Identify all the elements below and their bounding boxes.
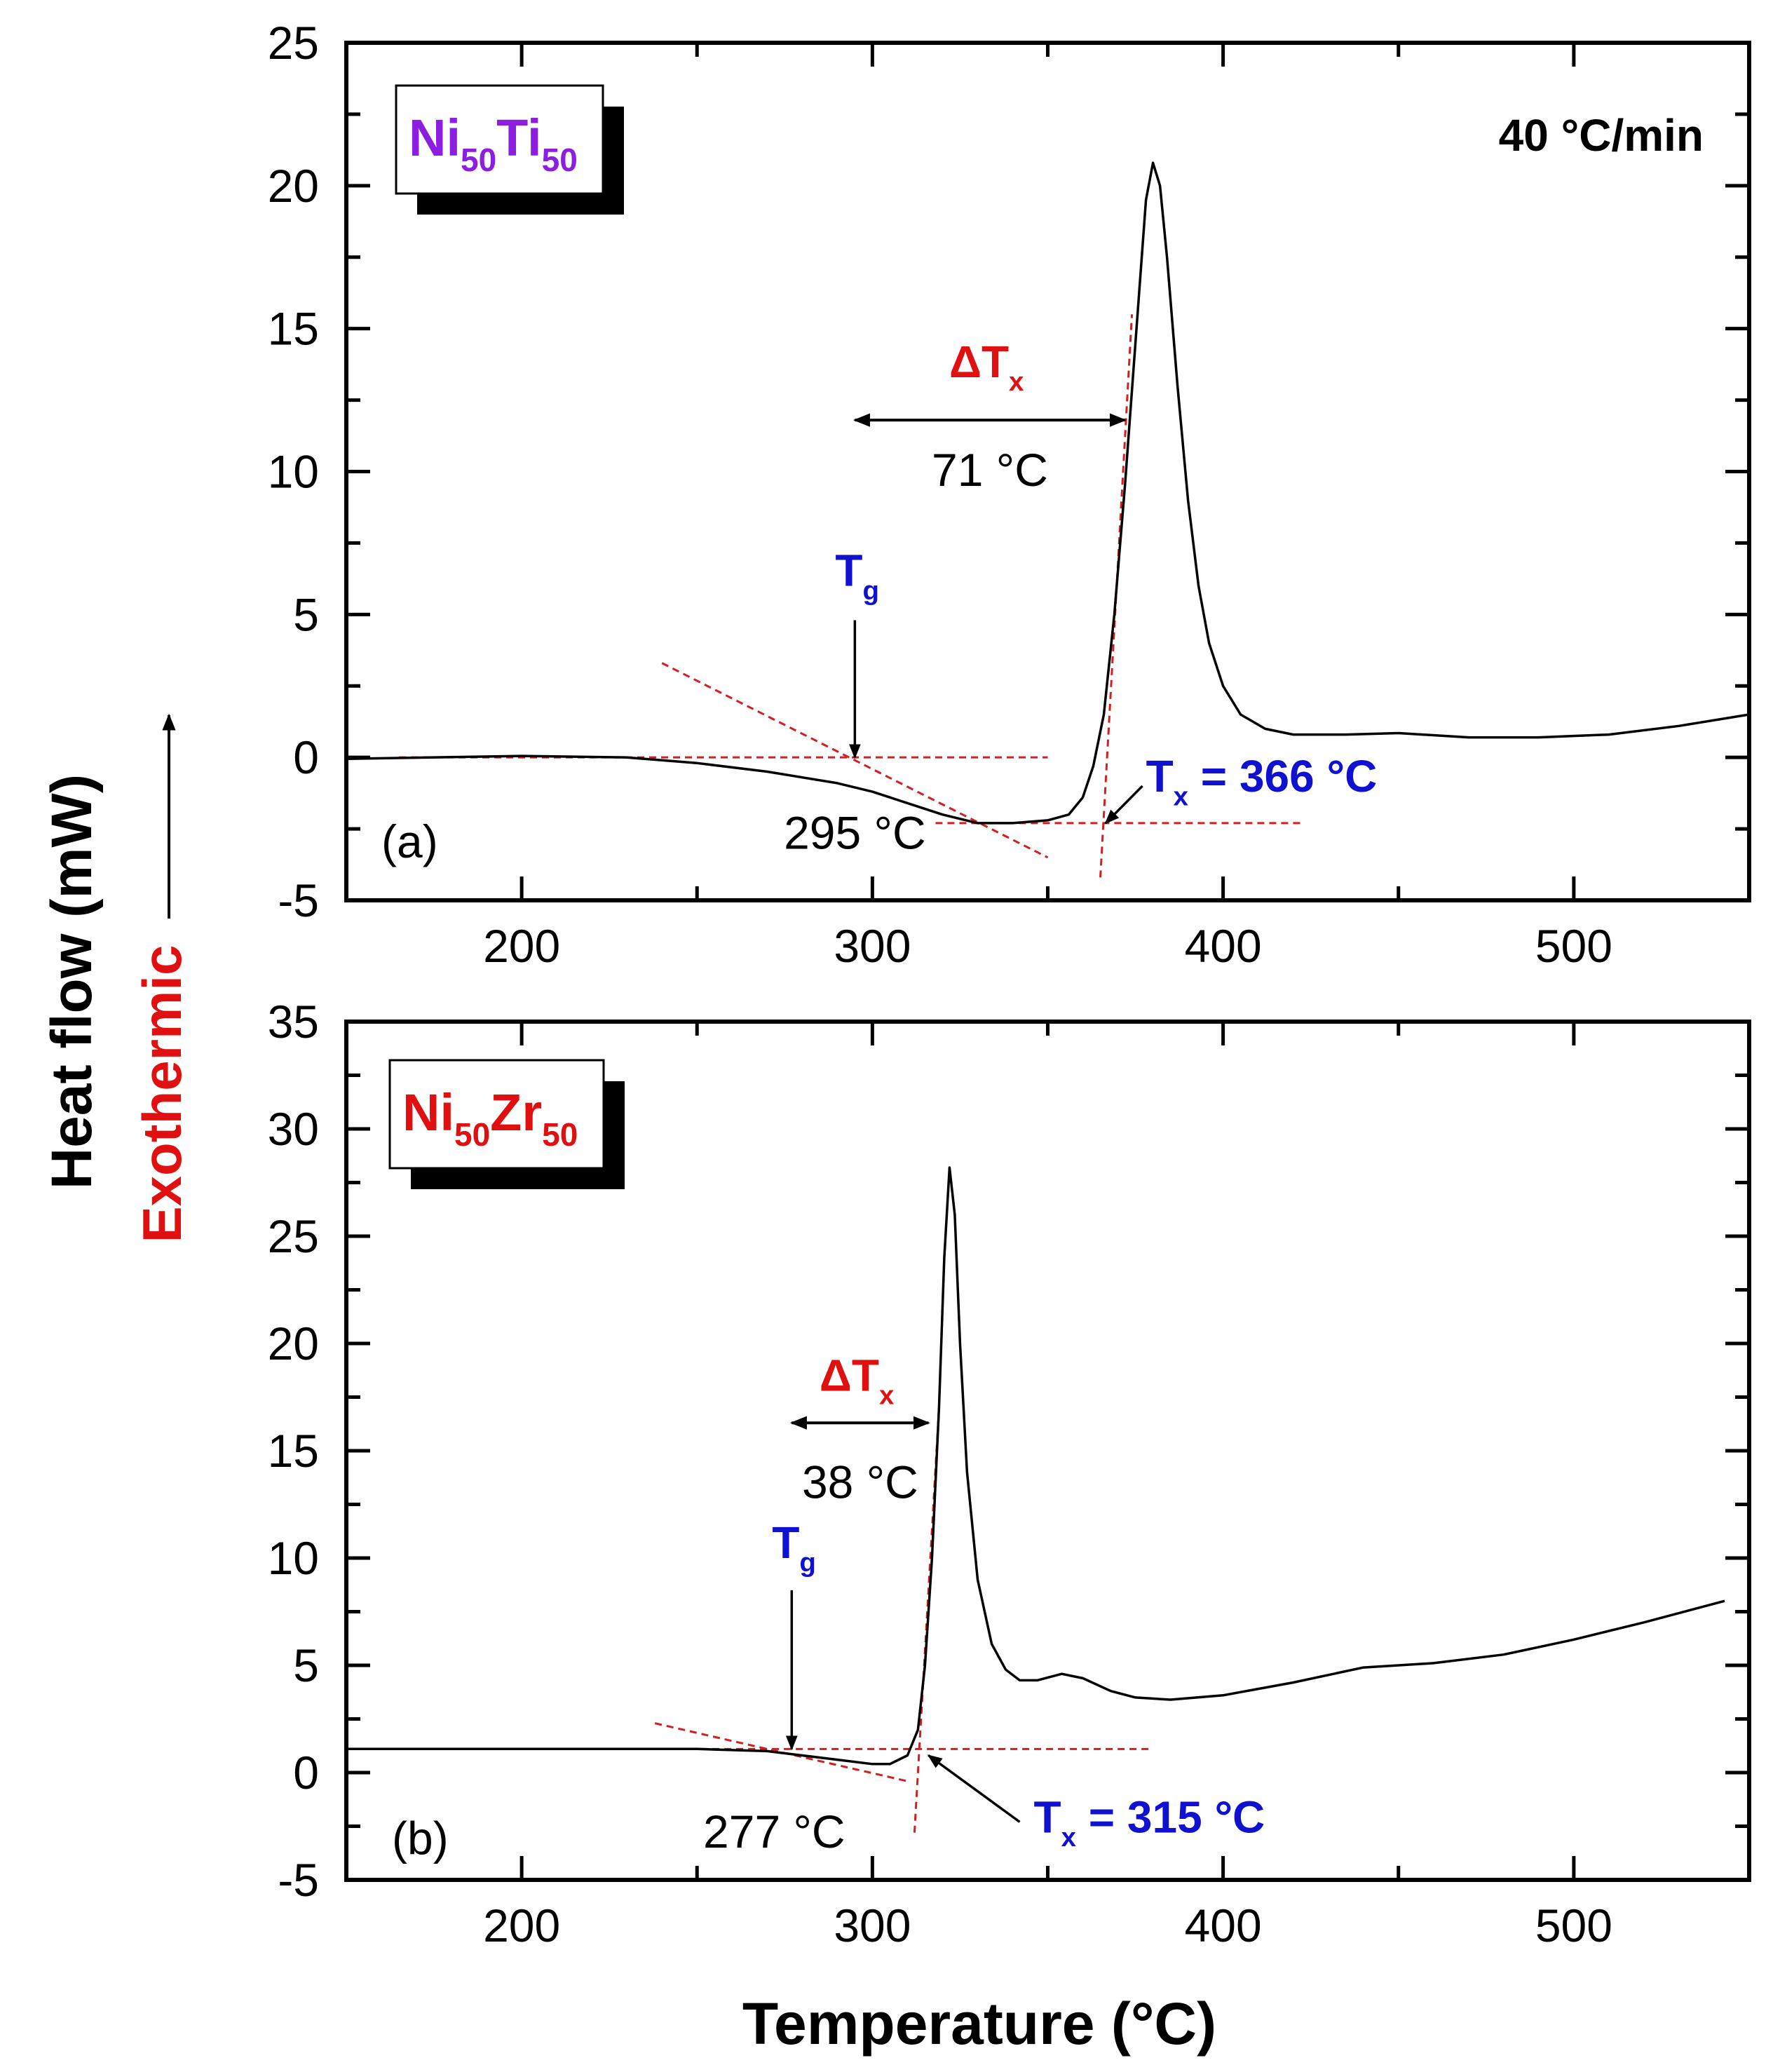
tx-label-value: = 315 °C [1076,1792,1265,1843]
tg-label-sub: g [862,576,878,606]
tx-label-main: T [1033,1792,1061,1843]
x-tick-label: 200 [483,920,560,972]
tx-label-sub: x [1061,1822,1077,1853]
y-tick-label: 0 [293,731,319,783]
tg-label-main: T [835,546,862,596]
tg-value: 295 °C [784,807,926,859]
sample-formula: Ni50Ti50 [409,109,578,178]
formula-element: Ti [496,109,541,167]
dsc-curve [346,1166,1725,1766]
x-axis-title: Temperature (°C) [742,1991,1216,2057]
y-tick-label: 5 [293,588,319,640]
x-tick-label: 200 [483,1900,560,1951]
delta-tx-value: 38 °C [802,1456,918,1508]
y-tick-label: 20 [268,160,319,212]
tx-label: Tx = 366 °C [1146,751,1378,811]
tg-label: Tg [772,1517,816,1578]
y-tick-label: 35 [268,996,319,1048]
tx-label: Tx = 315 °C [1033,1792,1265,1853]
delta-tx-label: ΔTx [820,1350,895,1410]
sample-formula: Ni50Zr50 [402,1083,578,1153]
y-tick-label: -5 [278,1854,319,1906]
tg-label: Tg [835,546,879,606]
y-tick-label: 5 [293,1639,319,1691]
heating-rate: 40 °C/min [1499,110,1704,161]
y-tick-label: 15 [268,1425,319,1477]
delta-tx-value: 71 °C [932,444,1048,496]
tg-value: 277 °C [703,1806,845,1857]
tx-label-sub: x [1174,781,1189,811]
panel-label: (b) [392,1812,449,1864]
formula-element: Ni [402,1083,454,1142]
y-tick-label: -5 [278,874,319,926]
formula-element: Ni [409,109,461,167]
delta-tx-label-main: ΔT [820,1350,879,1400]
delta-tx-label-sub: x [879,1381,895,1411]
y-tick-label: 25 [268,1210,319,1262]
tangent-line [1099,314,1134,878]
exothermic-label: Exothermic [131,945,193,1243]
formula-subscript: 50 [542,1116,578,1153]
tangent-line [661,662,1049,859]
formula-subscript: 50 [542,142,578,178]
y-tick-label: 20 [268,1318,319,1369]
y-tick-label: 30 [268,1103,319,1155]
tx-arrow-icon [927,1754,1021,1823]
legend-box [388,1059,605,1170]
legend-box [395,84,604,195]
panel-label: (a) [381,815,438,867]
tx-label-value: = 366 °C [1188,751,1377,801]
x-tick-label: 400 [1185,920,1262,972]
y-tick-label: 0 [293,1747,319,1799]
tx-arrow-icon [1104,785,1143,825]
formula-subscript: 50 [454,1116,490,1153]
delta-tx-label-main: ΔT [949,337,1009,387]
tx-label-main: T [1146,751,1174,801]
x-tick-label: 400 [1185,1900,1262,1951]
x-tick-label: 300 [834,1900,911,1951]
y-tick-label: 25 [268,17,319,69]
delta-tx-label-sub: x [1009,367,1024,397]
formula-element: Zr [490,1083,542,1142]
y-tick-label: 10 [268,446,319,498]
tangent-line [654,1722,908,1782]
x-tick-label: 300 [834,920,911,972]
y-tick-label: 15 [268,303,319,355]
tg-label-sub: g [799,1548,815,1578]
tg-label-main: T [772,1517,799,1568]
delta-tx-label: ΔTx [949,337,1024,397]
x-tick-label: 500 [1535,920,1612,972]
y-axis-title: Heat flow (mW) [40,774,104,1189]
dsc-curve [346,161,1750,825]
x-tick-label: 500 [1535,1900,1612,1951]
formula-subscript: 50 [461,142,496,178]
y-tick-label: 10 [268,1532,319,1584]
